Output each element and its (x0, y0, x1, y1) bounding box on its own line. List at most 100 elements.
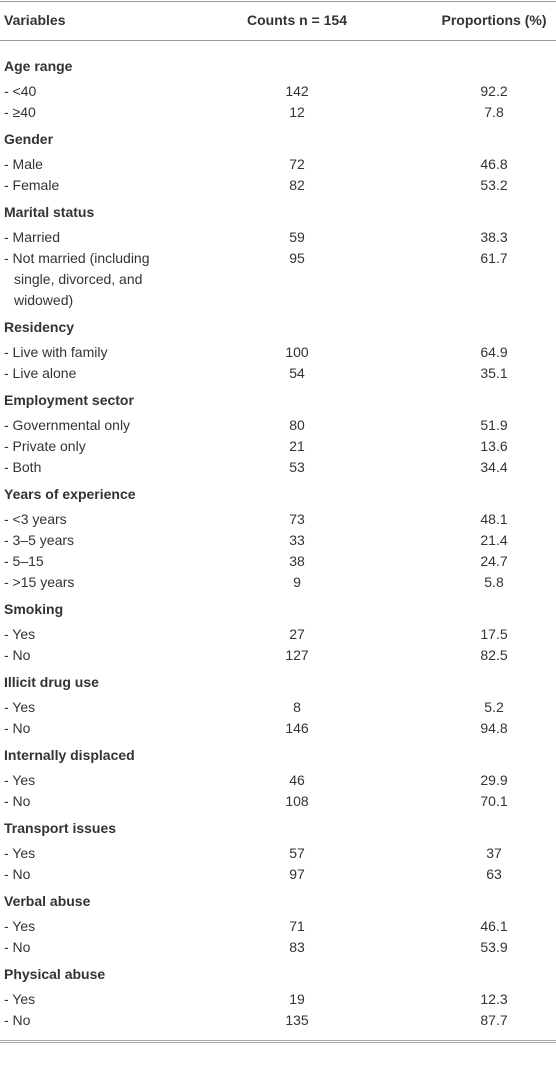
count-cell: 95 (289, 250, 305, 266)
table-row: - <3 years 73 48.1 (0, 509, 556, 530)
section: Employment sector - Governmental only 80 51… (0, 387, 556, 481)
label-cell: - Live with family (4, 344, 108, 360)
label-cell: - Married (4, 229, 61, 245)
proportion-cell: 82.5 (480, 647, 508, 663)
proportion-cell: 38.3 (480, 229, 508, 245)
table-row: - 5–15 38 24.7 (0, 551, 556, 572)
label-cell: - Male (4, 156, 43, 172)
section-title: Marital status (4, 204, 95, 220)
label-cell: - <3 years (4, 511, 67, 527)
count-cell: 59 (289, 229, 305, 245)
count-cell: 54 (289, 365, 305, 381)
header-cell: Counts n = 154 (247, 12, 347, 28)
section-title: Employment sector (4, 392, 134, 408)
table-row: - Male 72 46.8 (0, 154, 556, 175)
proportion-cell: 53.9 (480, 939, 508, 955)
section-title: Gender (4, 131, 54, 147)
count-cell: 21 (289, 438, 305, 454)
table-row: - No 127 82.5 (0, 645, 556, 666)
table-row: - Yes 57 37 (0, 843, 556, 864)
table-row: - Live alone 54 35.1 (0, 363, 556, 384)
label-cell: - Governmental only (4, 417, 131, 433)
section: Transport issues - Yes 57 37 - No 97 63 (0, 815, 556, 888)
label-cell: - >15 years (4, 574, 75, 590)
table-row: - 3–5 years 33 21.4 (0, 530, 556, 551)
table-row: - No 83 53.9 (0, 937, 556, 958)
count-cell: 57 (289, 845, 305, 861)
label-cell: - No (4, 720, 31, 736)
section-title: Internally displaced (4, 747, 135, 763)
count-cell: 80 (289, 417, 305, 433)
section: Years of experience - <3 years 73 48.1 - 3–5… (0, 481, 556, 596)
proportion-cell: 7.8 (484, 104, 504, 120)
section-title: Residency (4, 319, 75, 335)
table-row: - Not married (including single, divorce… (0, 248, 556, 311)
count-cell: 72 (289, 156, 305, 172)
count-cell: 27 (289, 626, 305, 642)
label-cell: - Yes (4, 918, 36, 934)
section-title: Verbal abuse (4, 893, 91, 909)
proportion-cell: 64.9 (480, 344, 508, 360)
header-cell: Variables (4, 12, 66, 28)
count-cell: 83 (289, 939, 305, 955)
proportion-cell: 51.9 (480, 417, 508, 433)
count-cell: 146 (285, 720, 309, 736)
proportion-cell: 21.4 (480, 532, 508, 548)
table-row: - No 135 87.7 (0, 1010, 556, 1031)
table-row: - No 108 70.1 (0, 791, 556, 812)
table-row: - Yes 71 46.1 (0, 916, 556, 937)
proportion-cell: 70.1 (480, 793, 508, 809)
count-cell: 12 (289, 104, 305, 120)
label-cell: - Yes (4, 991, 36, 1007)
count-cell: 142 (285, 83, 309, 99)
proportion-cell: 12.3 (480, 991, 508, 1007)
label-cell: - Yes (4, 626, 36, 642)
proportion-cell: 46.1 (480, 918, 508, 934)
label-cell: - Both (4, 459, 42, 475)
count-cell: 73 (289, 511, 305, 527)
section-title: Years of experience (4, 486, 136, 502)
proportion-cell: 46.8 (480, 156, 508, 172)
label-cell: - No (4, 1012, 31, 1028)
proportion-cell: 24.7 (480, 553, 508, 569)
count-cell: 9 (293, 574, 301, 590)
table-row: - Female 82 53.2 (0, 175, 556, 196)
count-cell: 33 (289, 532, 305, 548)
label-cell: - No (4, 647, 31, 663)
table-row: - Both 53 34.4 (0, 457, 556, 478)
count-cell: 8 (293, 699, 301, 715)
section: Internally displaced - Yes 46 29.9 - No 108 70… (0, 742, 556, 815)
proportion-cell: 61.7 (480, 250, 508, 266)
proportion-cell: 94.8 (480, 720, 508, 736)
proportion-cell: 29.9 (480, 772, 508, 788)
label-cell: - Not married (including single, divorce… (4, 250, 150, 308)
section-title: Age range (4, 58, 73, 74)
section-title: Illicit drug use (4, 674, 99, 690)
section: Marital status - Married 59 38.3 - Not marri… (0, 199, 556, 314)
label-cell: - Yes (4, 845, 36, 861)
section: Residency - Live with family 100 64.9- Live… (0, 314, 556, 387)
count-cell: 97 (289, 866, 305, 882)
section-title: Transport issues (4, 820, 117, 836)
label-cell: - No (4, 866, 31, 882)
table-row: - No 97 63 (0, 864, 556, 885)
count-cell: 82 (289, 177, 305, 193)
count-cell: 135 (285, 1012, 309, 1028)
count-cell: 127 (285, 647, 309, 663)
count-cell: 53 (289, 459, 305, 475)
proportion-cell: 5.8 (484, 574, 504, 590)
label-cell: - 3–5 years (4, 532, 75, 548)
proportion-cell: 92.2 (480, 83, 508, 99)
section: Physical abuse - Yes 19 12.3 - No 135 87.7 (0, 961, 556, 1040)
count-cell: 108 (285, 793, 309, 809)
label-cell: - ≥40 (4, 104, 36, 120)
proportion-cell: 37 (486, 845, 502, 861)
label-cell: - Female (4, 177, 60, 193)
section-title: Physical abuse (4, 966, 106, 982)
proportion-cell: 63 (486, 866, 502, 882)
proportion-cell: 34.4 (480, 459, 508, 475)
table-row: - No 146 94.8 (0, 718, 556, 739)
label-cell: - 5–15 (4, 553, 44, 569)
label-cell: - <40 (4, 83, 37, 99)
